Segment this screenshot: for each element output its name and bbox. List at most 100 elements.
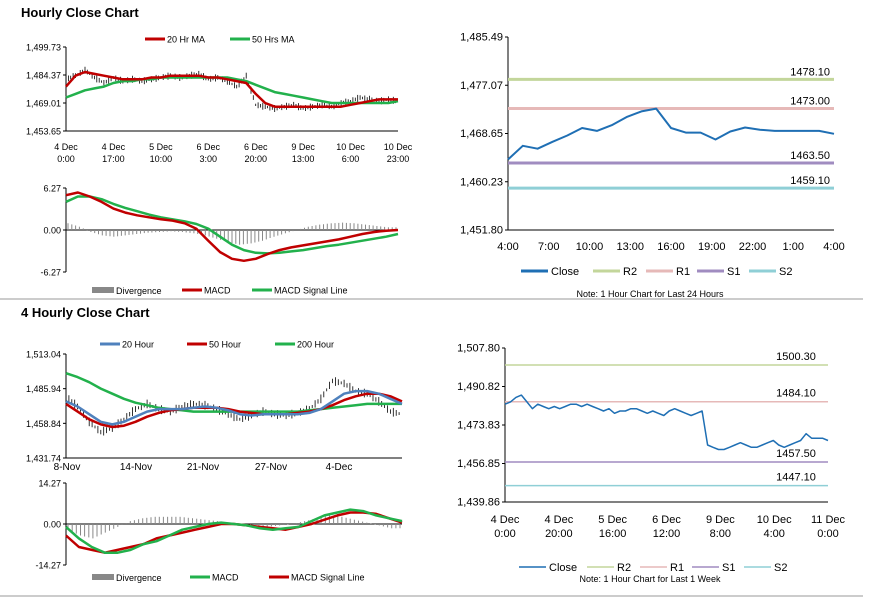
hourly-price-xtick-time: 10:00 xyxy=(150,154,173,164)
hourly-pivot-ytick-label: 1,460.23 xyxy=(460,176,503,188)
four-hourly-price-xtick-label: 21-Nov xyxy=(187,462,219,473)
hourly-pivot-legend-label: Close xyxy=(551,266,579,278)
four-hourly-pivot-note: Note: 1 Hour Chart for Last 1 Week xyxy=(580,574,721,584)
hourly-pivot-ytick-label: 1,451.80 xyxy=(460,225,503,237)
hourly-macd-ytick-label: 0.00 xyxy=(43,226,61,236)
four-hourly-pivot-xtick-date: 5 Dec xyxy=(598,514,627,526)
four-hourly-price-ma50-legend-label: 50 Hour xyxy=(209,340,241,350)
four-hourly-pivot-level-label: 1447.10 xyxy=(776,472,816,484)
hourly-macd-ytick-label: -6.27 xyxy=(40,268,61,278)
four-hourly-price-xtick-label: 4-Dec xyxy=(326,462,353,473)
four-hourly-pivot-level-label: 1484.10 xyxy=(776,388,816,400)
hourly-pivot-xtick-label: 16:00 xyxy=(657,241,685,253)
hourly-price-xtick-time: 0:00 xyxy=(57,154,75,164)
four-hourly-price-ytick-label: 1,458.84 xyxy=(26,419,61,429)
hourly-price-xtick-date: 6 Dec xyxy=(244,142,268,152)
four-hourly-section-title: 4 Hourly Close Chart xyxy=(21,305,150,320)
hourly-price-ytick-label: 1,469.01 xyxy=(26,99,61,109)
four-hourly-price-xtick-label: 8-Nov xyxy=(54,462,81,473)
hourly-pivot-xtick-label: 4:00 xyxy=(823,241,844,253)
four-hourly-pivot-xtick-time: 16:00 xyxy=(599,528,627,540)
four-hourly-pivot-ytick-label: 1,507.80 xyxy=(457,343,500,355)
hourly-macd-legend-signal-legend-label: MACD Signal Line xyxy=(274,286,348,296)
hourly-price-xtick-time: 23:00 xyxy=(387,154,410,164)
hourly-pivot-ytick-label: 1,477.07 xyxy=(460,80,503,92)
four-hourly-price-ytick-label: 1,513.04 xyxy=(26,350,61,360)
four-hourly-macd-legend-label: Divergence xyxy=(116,573,162,583)
hourly-price-ma20-legend-label: 20 Hr MA xyxy=(167,35,205,45)
hourly-macd-legend-label: Divergence xyxy=(116,286,162,296)
four-hourly-pivot-level-label: 1457.50 xyxy=(776,448,816,460)
hourly-pivot-ytick-label: 1,485.49 xyxy=(460,32,503,44)
four-hourly-price-ytick-label: 1,431.74 xyxy=(26,454,61,464)
hourly-pivot-xtick-label: 10:00 xyxy=(576,241,604,253)
hourly-price-ytick-label: 1,484.37 xyxy=(26,71,61,81)
hourly-pivot-xtick-label: 13:00 xyxy=(616,241,644,253)
four-hourly-pivot-xtick-time: 0:00 xyxy=(494,528,515,540)
four-hourly-price-ma50-line xyxy=(65,392,403,429)
hourly-pivot-xtick-label: 1:00 xyxy=(783,241,804,253)
hourly-price-ma50-legend-label: 50 Hrs MA xyxy=(252,35,295,45)
hourly-price-xtick-date: 5 Dec xyxy=(149,142,173,152)
hourly-pivot-close-line xyxy=(507,107,835,161)
hourly-price-xtick-time: 3:00 xyxy=(200,154,218,164)
four-hourly-macd-macd-line xyxy=(65,508,403,554)
four-hourly-price-xtick-label: 14-Nov xyxy=(120,462,152,473)
hourly-price-xtick-time: 6:00 xyxy=(342,154,360,164)
hourly-pivot-level-label: 1478.10 xyxy=(790,66,830,78)
hourly-pivot-note: Note: 1 Hour Chart for Last 24 Hours xyxy=(576,289,724,299)
four-hourly-pivot-level-label: 1500.30 xyxy=(776,351,816,363)
hourly-macd-ytick-label: 6.27 xyxy=(43,184,61,194)
hourly-pivot-legend-label: S2 xyxy=(779,266,792,278)
hourly-pivot-xtick-label: 7:00 xyxy=(538,241,559,253)
hourly-price-xtick-date: 9 Dec xyxy=(291,142,315,152)
four-hourly-pivot-legend-label: S2 xyxy=(774,562,787,574)
hourly-price-xtick-time: 20:00 xyxy=(244,154,267,164)
four-hourly-pivot-ytick-label: 1,473.83 xyxy=(457,420,500,432)
hourly-price-xtick-date: 4 Dec xyxy=(54,142,78,152)
hourly-pivot-ytick-label: 1,468.65 xyxy=(460,128,503,140)
hourly-macd-macd-line xyxy=(65,191,399,263)
hourly-price-xtick-time: 17:00 xyxy=(102,154,125,164)
hourly-price-ytick-label: 1,499.73 xyxy=(26,43,61,53)
hourly-section-title: Hourly Close Chart xyxy=(21,5,139,20)
four-hourly-pivot-xtick-time: 8:00 xyxy=(710,528,731,540)
four-hourly-macd-ytick-label: 14.27 xyxy=(38,479,61,489)
four-hourly-price-xtick-label: 27-Nov xyxy=(255,462,287,473)
four-hourly-pivot-legend-label: R2 xyxy=(617,562,631,574)
hourly-price-xtick-date: 10 Dec xyxy=(384,142,413,152)
hourly-price-xtick-date: 4 Dec xyxy=(102,142,126,152)
hourly-pivot-xtick-label: 4:00 xyxy=(497,241,518,253)
hourly-pivot-level-label: 1473.00 xyxy=(790,96,830,108)
four-hourly-macd-ytick-label: 0.00 xyxy=(43,520,61,530)
four-hourly-pivot-ytick-label: 1,439.86 xyxy=(457,497,500,509)
four-hourly-price-ma20-legend-label: 20 Hour xyxy=(122,340,154,350)
four-hourly-macd-legend-signal-legend-label: MACD Signal Line xyxy=(291,573,365,583)
hourly-pivot-legend-label: S1 xyxy=(727,266,740,278)
four-hourly-price-ma200-legend-label: 200 Hour xyxy=(297,340,334,350)
four-hourly-pivot-xtick-date: 4 Dec xyxy=(491,514,520,526)
four-hourly-pivot-legend-label: S1 xyxy=(722,562,735,574)
four-hourly-pivot-xtick-date: 9 Dec xyxy=(706,514,735,526)
four-hourly-pivot-xtick-date: 4 Dec xyxy=(544,514,573,526)
four-hourly-pivot-xtick-time: 20:00 xyxy=(545,528,573,540)
hourly-price-ytick-label: 1,453.65 xyxy=(26,127,61,137)
four-hourly-price-ytick-label: 1,485.94 xyxy=(26,384,61,394)
four-hourly-macd-legend-swatch xyxy=(92,574,114,580)
four-hourly-pivot-xtick-time: 12:00 xyxy=(653,528,681,540)
four-hourly-pivot-xtick-date: 11 Dec xyxy=(811,514,846,526)
four-hourly-pivot-legend-label: R1 xyxy=(670,562,684,574)
hourly-price-xtick-date: 6 Dec xyxy=(197,142,221,152)
hourly-pivot-xtick-label: 19:00 xyxy=(698,241,726,253)
hourly-price-ma50-line xyxy=(65,76,399,105)
four-hourly-macd-ytick-label: -14.27 xyxy=(35,561,61,571)
four-hourly-pivot-ytick-label: 1,456.85 xyxy=(457,458,500,470)
four-hourly-macd-legend-macd-legend-label: MACD xyxy=(212,573,239,583)
four-hourly-macd-signal-line xyxy=(65,511,403,554)
hourly-pivot-xtick-label: 22:00 xyxy=(739,241,767,253)
four-hourly-pivot-ytick-label: 1,490.82 xyxy=(457,381,500,393)
hourly-pivot-legend-label: R2 xyxy=(623,266,637,278)
four-hourly-pivot-xtick-date: 6 Dec xyxy=(652,514,681,526)
four-hourly-pivot-xtick-time: 4:00 xyxy=(763,528,784,540)
